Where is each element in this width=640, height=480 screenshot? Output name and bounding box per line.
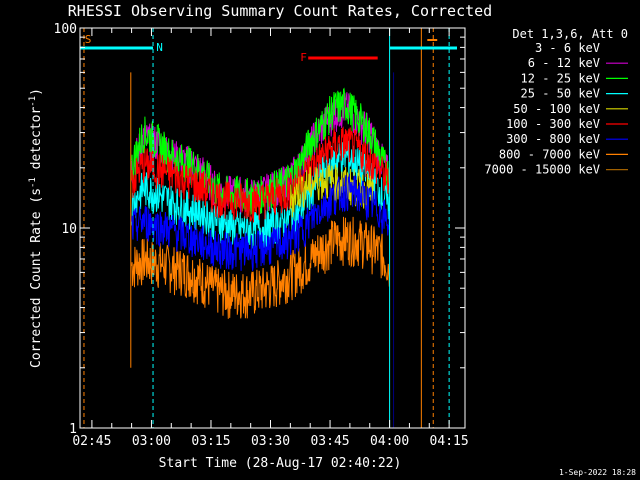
chart-title: RHESSI Observing Summary Count Rates, Co… xyxy=(68,2,492,20)
y-axis-label-exp1: -1 xyxy=(28,177,38,188)
legend-label: 50 - 100 keV xyxy=(513,102,600,116)
series-line-4 xyxy=(289,164,374,218)
x-axis: 02:45 03:00 03:15 03:30 03:45 04:00 04:15 xyxy=(72,28,469,449)
y-tick-label: 10 xyxy=(61,222,77,237)
legend-header: Det 1,3,6, Att 0 xyxy=(512,27,628,41)
x-tick-label: 02:45 xyxy=(72,434,111,449)
legend-label: 100 - 300 keV xyxy=(506,117,600,131)
x-tick-label: 03:15 xyxy=(191,434,230,449)
legend-label: 25 - 50 keV xyxy=(521,87,600,101)
footer-timestamp: 1-Sep-2022 18:28 xyxy=(559,468,636,477)
flag-letter-s: S xyxy=(85,33,92,46)
x-tick-label: 03:30 xyxy=(251,434,290,449)
y-axis-label: Corrected Count Rate (s-1 detector-1) xyxy=(28,88,44,368)
legend-label: 3 - 6 keV xyxy=(535,41,600,55)
y-axis: 1 10 100 xyxy=(54,22,465,437)
x-tick-label: 03:00 xyxy=(132,434,171,449)
series-line-0 xyxy=(131,63,390,81)
y-axis-label-main: Corrected Count Rate (s xyxy=(29,188,44,368)
y-tick-label: 1 xyxy=(69,422,77,437)
x-tick-label: 04:15 xyxy=(430,434,469,449)
x-tick-label: 04:00 xyxy=(370,434,409,449)
legend-label: 800 - 7000 keV xyxy=(499,147,600,161)
series-line-7 xyxy=(131,216,390,319)
legend-label: 6 - 12 keV xyxy=(528,56,600,70)
y-axis-label-exp2: -1 xyxy=(28,96,38,107)
series-line-6 xyxy=(131,173,390,271)
x-axis-label: Start Time (28-Aug-17 02:40:22) xyxy=(159,456,402,471)
y-axis-label-mid: detector xyxy=(29,107,44,178)
flag-letter-f: F xyxy=(300,51,307,64)
y-tick-label: 100 xyxy=(54,22,77,37)
y-axis-label-end: ) xyxy=(29,88,44,96)
series-line-5 xyxy=(131,126,390,223)
x-tick-label: 03:45 xyxy=(310,434,349,449)
flag-letter-n: N xyxy=(156,41,163,54)
legend-label: 12 - 25 keV xyxy=(521,71,600,85)
legend-label: 300 - 800 keV xyxy=(506,132,600,146)
legend-label: 7000 - 15000 keV xyxy=(484,163,600,177)
